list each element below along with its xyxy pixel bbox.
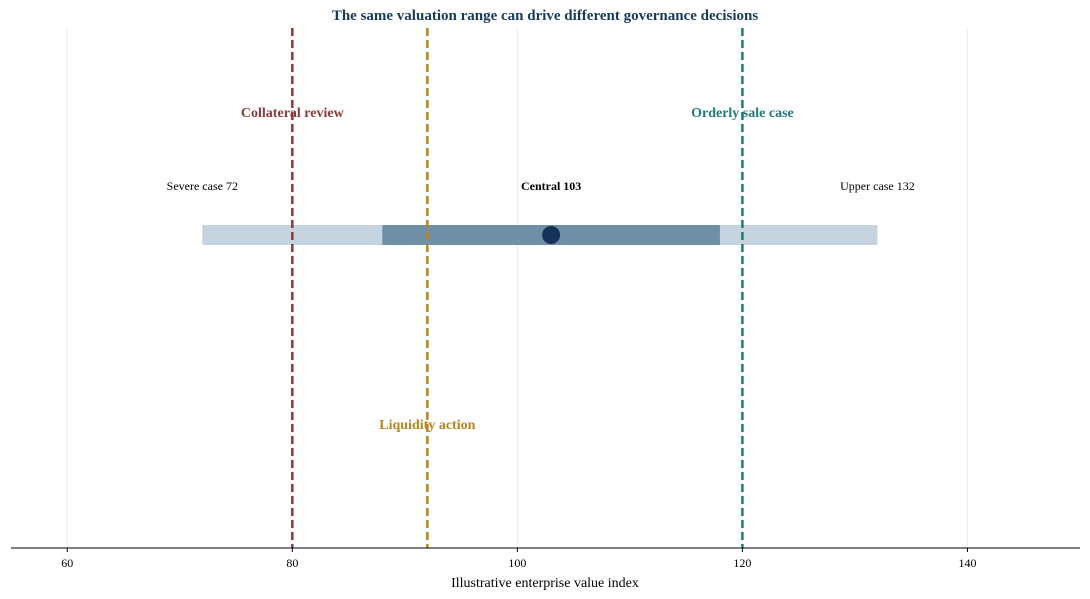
case-label-1: Central 103	[521, 179, 581, 193]
x-axis: 60 80 100 120 140	[11, 547, 1080, 570]
x-axis-label: Illustrative enterprise value index	[451, 576, 639, 591]
grid-lines	[66, 28, 968, 548]
x-tick-label-80: 80	[286, 556, 298, 570]
case-label-2: Upper case 132	[840, 179, 915, 193]
chart-title: The same valuation range can drive diffe…	[332, 8, 759, 24]
threshold-label-1: Liquidity action	[379, 418, 475, 433]
x-tick-label-100: 100	[508, 556, 526, 570]
x-tick-label-60: 60	[61, 556, 73, 570]
central-point	[542, 226, 561, 244]
case-labels: Severe case 72 Central 103 Upper case 132	[167, 179, 915, 193]
x-tick-label-140: 140	[958, 556, 976, 570]
range-bands	[202, 225, 878, 245]
x-tick-label-120: 120	[733, 556, 751, 570]
threshold-label-0: Collateral review	[241, 106, 345, 121]
threshold-label-2: Orderly sale case	[691, 106, 794, 121]
case-label-0: Severe case 72	[167, 179, 238, 193]
threshold-lines: Collateral review Liquidity action Orderly…	[241, 28, 794, 548]
